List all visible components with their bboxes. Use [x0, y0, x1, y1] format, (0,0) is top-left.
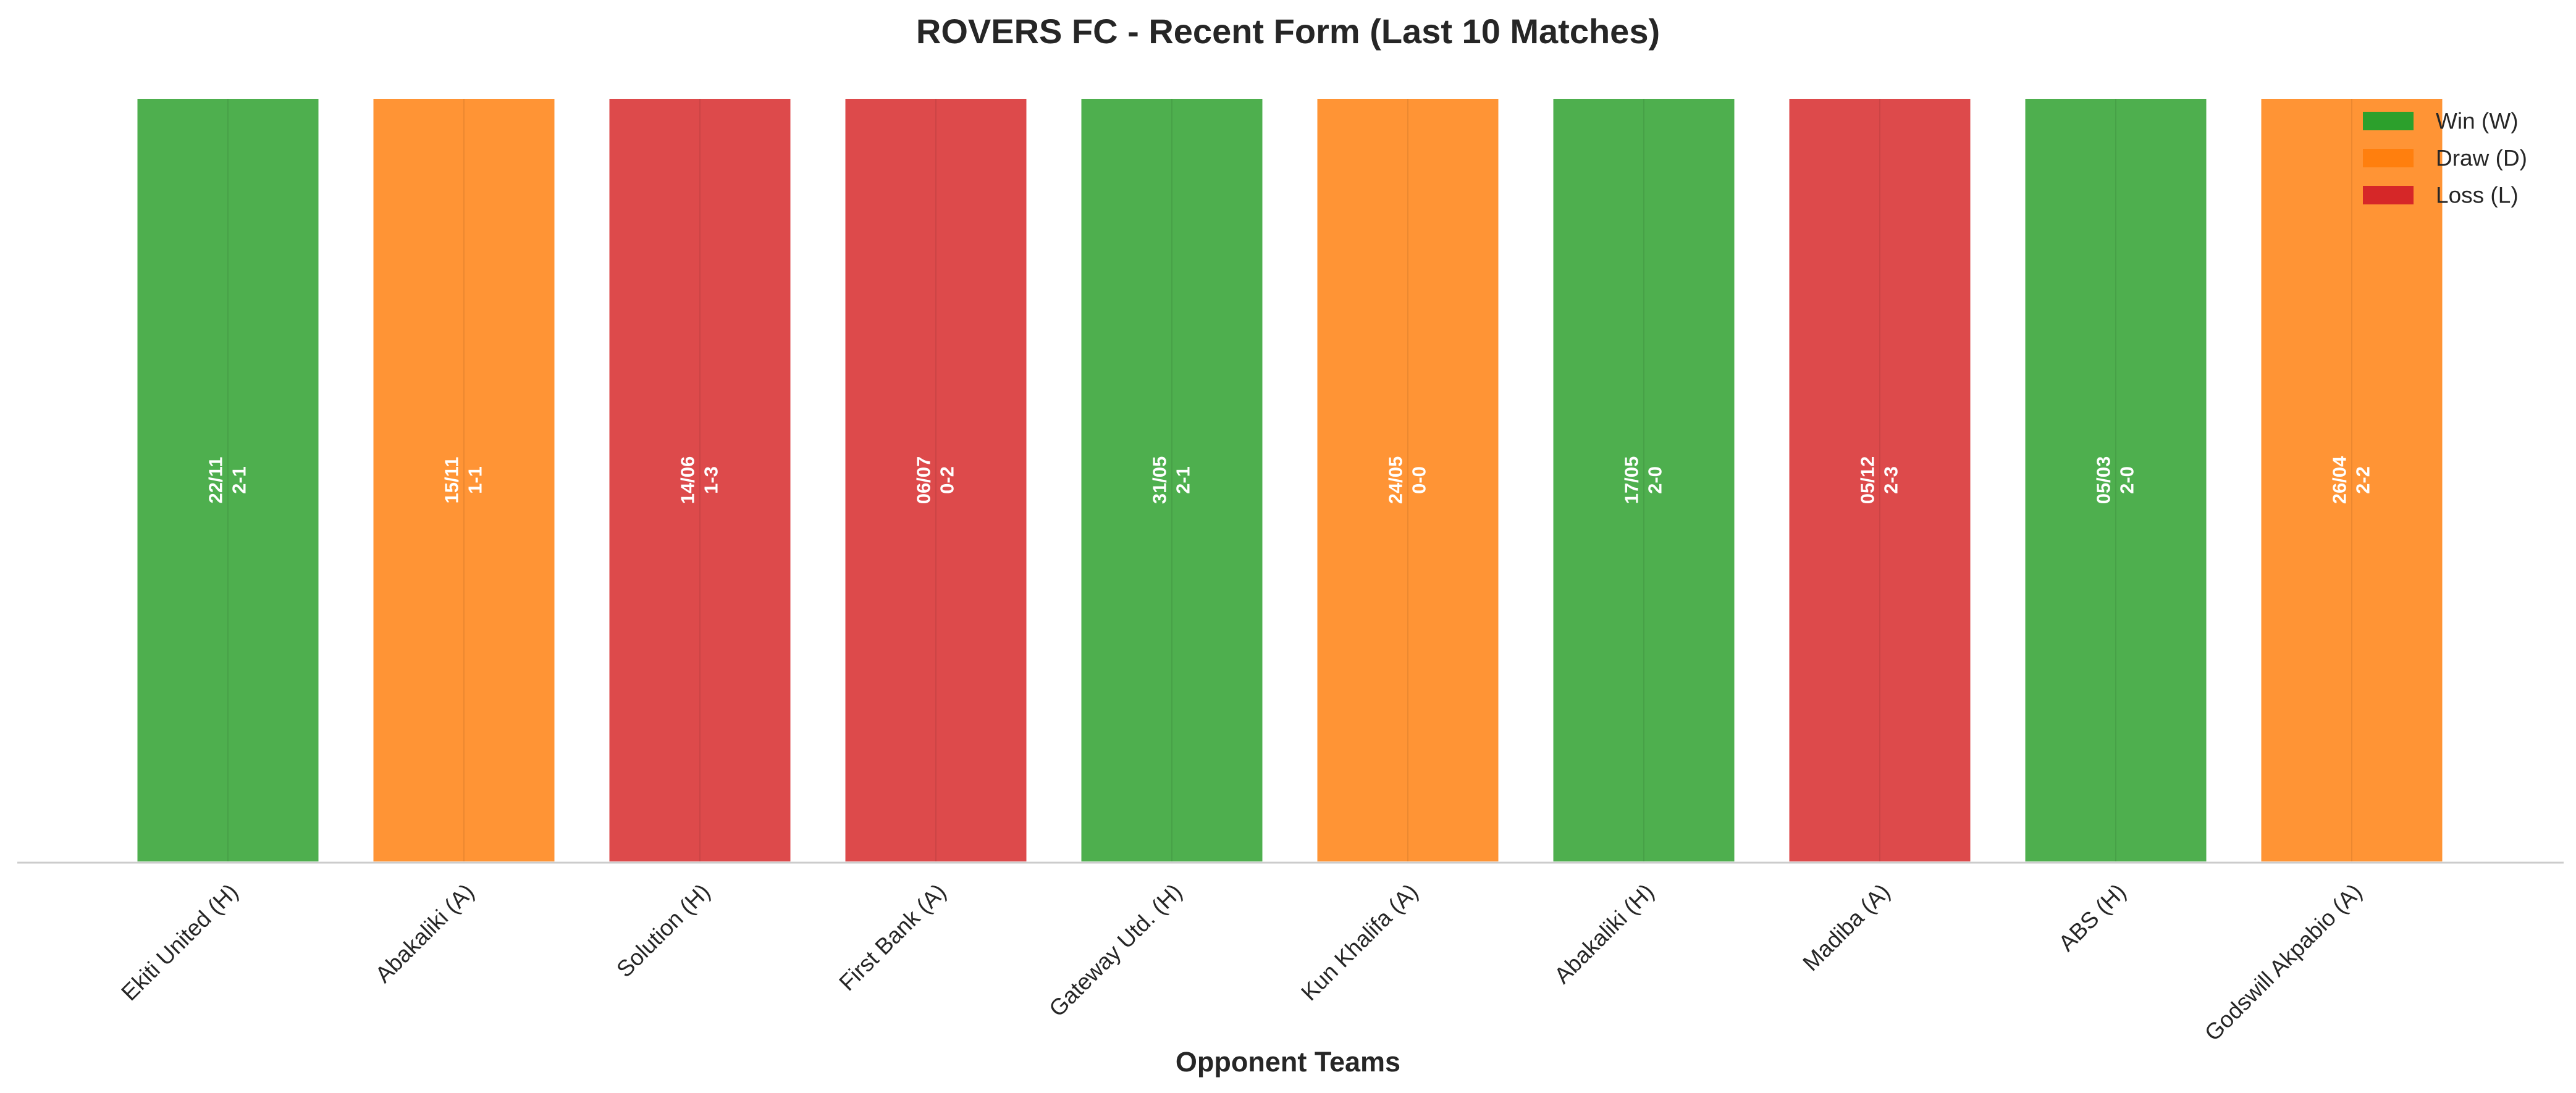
x-tick-label: Madiba (A) [1798, 879, 1895, 976]
bar-date-label: 26/04 [2329, 456, 2351, 504]
x-tick-label: Ekiti United (H) [116, 879, 243, 1005]
bar-score-label: 2-2 [2352, 466, 2374, 494]
bar-score-label: 2-1 [1172, 466, 1194, 494]
bar-8 [1787, 96, 1973, 864]
legend: Win (W) Draw (D) Loss (L) [2363, 109, 2527, 208]
legend-swatch [2363, 112, 2414, 130]
x-tick-label: Gateway Utd. (H) [1044, 879, 1187, 1021]
bar-date-label: 05/03 [2093, 456, 2115, 505]
legend-label: Draw (D) [2436, 146, 2527, 171]
bar-score-label: 2-0 [2116, 466, 2138, 494]
bar-score-label: 1-1 [465, 466, 486, 494]
bar-date-label: 15/11 [441, 457, 463, 504]
bars-layer: 22/11 2-1 15/11 1-1 14/06 1-3 06/07 0-2 31/05 2-1… [135, 96, 2445, 864]
x-tick-labels: Ekiti United (H) Abakaliki (A) Solution (H… [116, 879, 2367, 1045]
bar-score-label: 0-2 [937, 466, 958, 494]
bar-7 [1551, 96, 1737, 864]
bar-1 [135, 96, 321, 864]
x-tick-label: Abakaliki (H) [1549, 879, 1659, 988]
bar-6 [1315, 96, 1501, 864]
bar-score-label: 1-3 [701, 466, 722, 494]
x-tick-label: ABS (H) [2053, 879, 2131, 956]
bar-score-label: 2-3 [1880, 466, 1902, 494]
bar-5 [1079, 96, 1265, 864]
bar-3 [607, 96, 793, 864]
legend-swatch [2363, 149, 2414, 167]
bar-10 [2258, 96, 2445, 864]
bar-date-label: 17/05 [1621, 456, 1643, 505]
x-tick-label: Kun Khalifa (A) [1296, 879, 1423, 1005]
legend-label: Loss (L) [2436, 183, 2519, 208]
legend-label: Win (W) [2436, 109, 2519, 134]
bar-date-label: 24/05 [1385, 456, 1407, 505]
x-tick-label: First Bank (A) [834, 879, 951, 995]
x-tick-label: Solution (H) [612, 879, 715, 982]
bar-date-label: 06/07 [913, 456, 935, 505]
x-axis-title: Opponent Teams [1176, 1046, 1400, 1078]
bar-4 [843, 96, 1029, 864]
bar-date-label: 14/06 [677, 456, 699, 505]
bar-date-label: 31/05 [1149, 456, 1171, 505]
bar-score-label: 2-0 [1644, 466, 1666, 494]
x-tick-label: Abakaliki (A) [370, 879, 479, 987]
chart-title: ROVERS FC - Recent Form (Last 10 Matches… [916, 12, 1660, 51]
bar-date-label: 22/11 [205, 457, 227, 504]
legend-swatch [2363, 186, 2414, 204]
bar-score-label: 2-1 [229, 466, 250, 494]
bar-2 [371, 96, 557, 864]
bar-score-label: 0-0 [1408, 466, 1430, 494]
bar-date-label: 05/12 [1857, 456, 1879, 505]
x-tick-label: Godswill Akpabio (A) [2200, 879, 2367, 1045]
